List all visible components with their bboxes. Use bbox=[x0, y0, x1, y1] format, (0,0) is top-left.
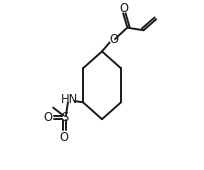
Text: HN: HN bbox=[61, 93, 78, 106]
Text: O: O bbox=[43, 111, 52, 124]
Text: O: O bbox=[60, 131, 69, 144]
Text: O: O bbox=[120, 2, 129, 15]
Text: S: S bbox=[61, 111, 68, 124]
Text: O: O bbox=[110, 33, 119, 46]
